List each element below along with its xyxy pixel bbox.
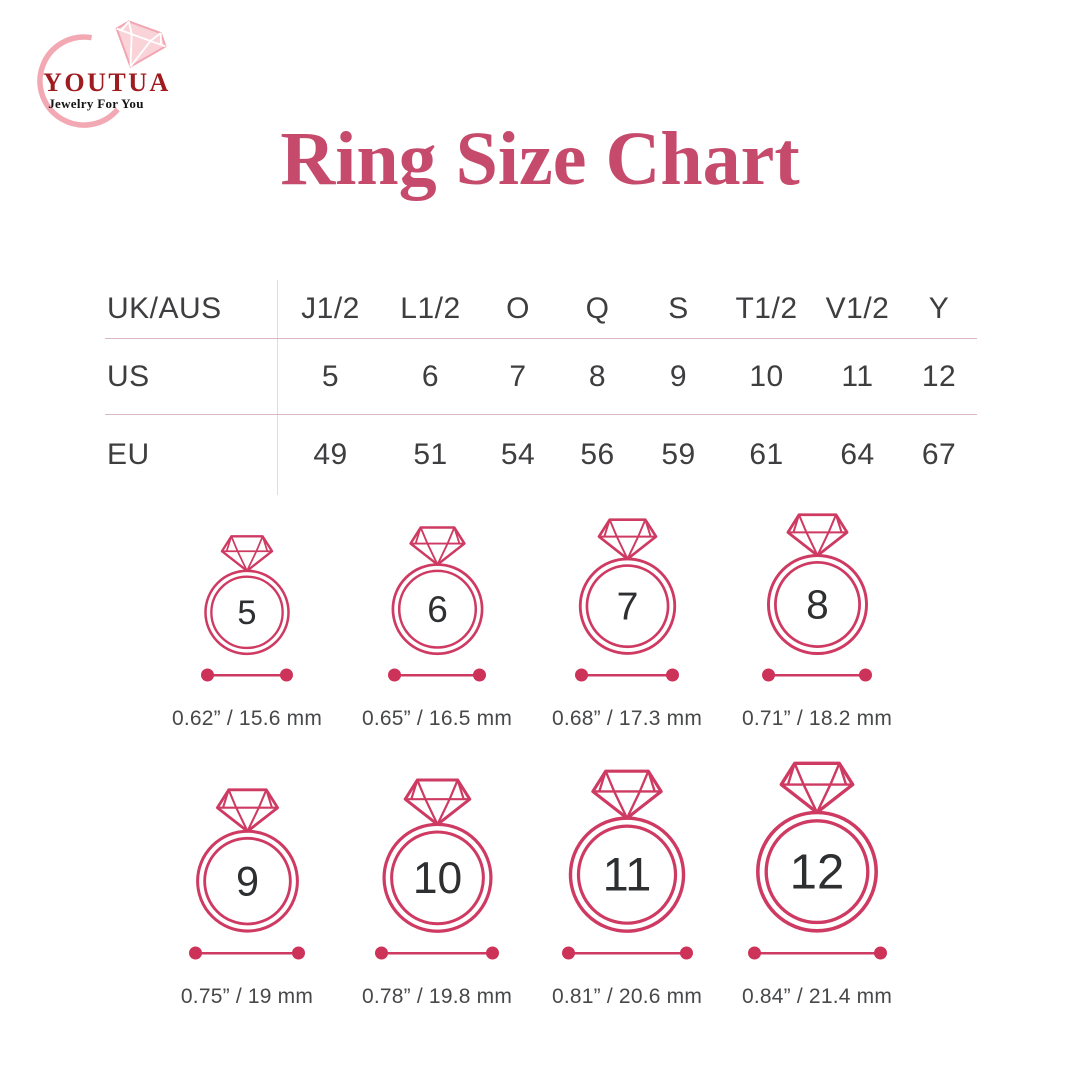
page-title: Ring Size Chart <box>280 117 800 201</box>
ring-size-number: 8 <box>806 581 829 627</box>
ring-diameter-label: 0.62” / 15.6 mm <box>171 707 323 731</box>
table-row-us: US 5 6 7 8 9 10 11 12 <box>105 339 977 415</box>
table-cell: 56 <box>580 438 615 471</box>
ring-icon: 10 <box>381 778 493 933</box>
size-table: UK/AUS J1/2 L1/2 O Q S T1/2 V1/2 Y US 5 … <box>105 280 977 495</box>
ring-icon: 9 <box>195 788 299 933</box>
table-cell: 49 <box>313 438 348 471</box>
diamond-icon <box>115 20 167 68</box>
table-cell: 9 <box>669 359 688 393</box>
diameter-measure-line <box>377 946 497 961</box>
ring-diameter-label: 0.68” / 17.3 mm <box>551 707 703 731</box>
ring-diameter-label: 0.84” / 21.4 mm <box>741 985 893 1009</box>
brand-logo: YOUTUA Jewelry For You <box>30 12 200 142</box>
ring-diameter-label: 0.71” / 18.2 mm <box>741 707 893 731</box>
ring-size-number: 11 <box>603 848 652 900</box>
ring-size-number: 10 <box>412 854 461 903</box>
ring-icon: 7 <box>578 518 676 656</box>
table-cell: 5 <box>321 359 340 393</box>
ring-icon: 12 <box>756 761 878 933</box>
ring-item-11: 11 0.81” / 20.6 mm <box>532 768 722 1007</box>
brand-tagline: Jewelry For You <box>48 96 143 111</box>
ring-icon: 11 <box>568 769 686 933</box>
diameter-measure-line <box>563 946 691 961</box>
ring-diameter-label: 0.65” / 16.5 mm <box>361 707 513 731</box>
table-cell: 10 <box>749 359 784 393</box>
ring-size-number: 7 <box>616 585 638 629</box>
ring-size-number: 9 <box>235 858 258 905</box>
ring-item-7: 7 0.68” / 17.3 mm <box>532 517 722 729</box>
table-cell: Y <box>928 292 950 325</box>
table-cell: Q <box>585 292 610 325</box>
ring-item-9: 9 0.75” / 19 mm <box>152 787 342 1007</box>
table-cell: 59 <box>661 438 696 471</box>
table-cell: 51 <box>413 438 448 471</box>
diameter-measure-line <box>191 946 303 961</box>
ring-icon: 5 <box>204 535 290 656</box>
diameter-measure-line <box>749 946 885 961</box>
table-cell: J1/2 <box>301 292 360 325</box>
row-header-eu: EU <box>105 415 278 495</box>
table-cell: 54 <box>500 438 536 471</box>
table-cell: O <box>506 292 530 325</box>
diameter-measure-line <box>390 668 484 683</box>
table-cell: 61 <box>749 438 784 471</box>
ring-icon: 6 <box>391 526 483 656</box>
ring-item-5: 5 0.62” / 15.6 mm <box>152 534 342 729</box>
ring-item-10: 10 0.78” / 19.8 mm <box>342 777 532 1007</box>
table-cell: 6 <box>421 359 440 393</box>
ring-diameter-label: 0.81” / 20.6 mm <box>551 985 703 1009</box>
table-cell: 64 <box>840 438 875 471</box>
table-cell: T1/2 <box>735 292 798 325</box>
ring-item-6: 6 0.65” / 16.5 mm <box>342 525 532 729</box>
ring-diameter-label: 0.78” / 19.8 mm <box>361 985 513 1009</box>
ring-item-12: 12 0.84” / 21.4 mm <box>722 760 912 1007</box>
table-cell: S <box>668 292 689 325</box>
diameter-measure-line <box>203 668 291 683</box>
table-cell: V1/2 <box>825 292 890 325</box>
row-header-us: US <box>105 339 278 414</box>
diameter-measure-line <box>577 668 677 683</box>
ring-row-1: 5 0.62” / 15.6 mm 6 0.65” / 16.5 mm 7 0.… <box>152 512 912 729</box>
ring-diameter-label: 0.75” / 19 mm <box>180 985 314 1009</box>
ring-size-number: 6 <box>427 588 448 630</box>
table-cell: 8 <box>588 359 607 393</box>
ring-icon: 8 <box>766 513 868 656</box>
ring-size-number: 12 <box>790 845 845 899</box>
ring-item-8: 8 0.71” / 18.2 mm <box>722 512 912 729</box>
logo-circle-arc <box>37 34 120 128</box>
ring-size-number: 5 <box>237 594 256 632</box>
table-cell: 12 <box>921 359 957 393</box>
diameter-measure-line <box>764 668 870 683</box>
table-row-eu: EU 49 51 54 56 59 61 64 67 <box>105 415 977 495</box>
table-cell: L1/2 <box>400 292 461 325</box>
table-row-ukaus: UK/AUS J1/2 L1/2 O Q S T1/2 V1/2 Y <box>105 280 977 339</box>
table-cell: 11 <box>841 359 874 393</box>
ring-row-2: 9 0.75” / 19 mm 10 0.78” / 19.8 mm 11 0.… <box>152 760 912 1007</box>
table-cell: 67 <box>921 438 957 471</box>
brand-name: YOUTUA <box>43 68 171 97</box>
table-cell: 7 <box>509 359 527 393</box>
row-header-ukaus: UK/AUS <box>105 280 278 338</box>
